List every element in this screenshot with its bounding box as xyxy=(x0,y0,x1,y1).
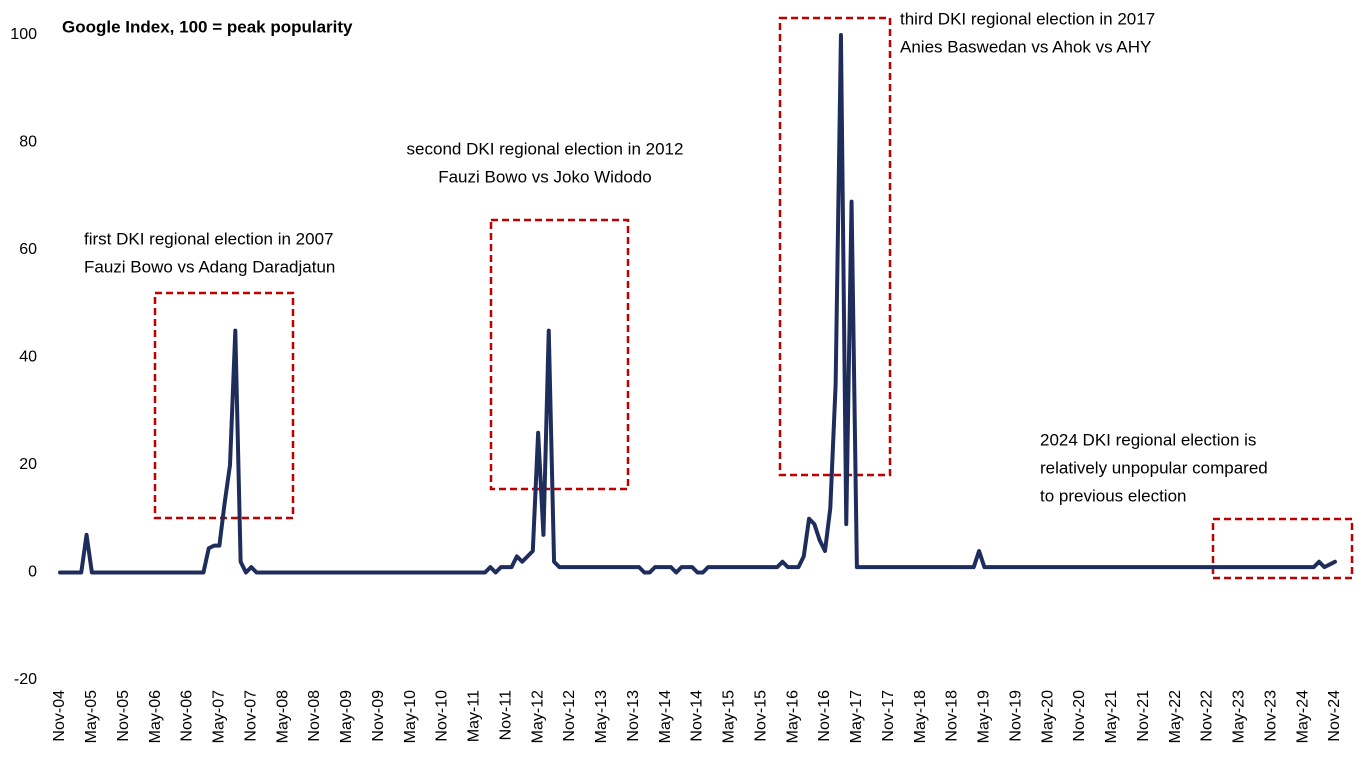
highlight-box xyxy=(153,291,295,520)
annotation: second DKI regional election in 2012 xyxy=(407,139,684,158)
x-tick-label: Nov-20 xyxy=(1071,690,1088,742)
x-tick-label: Nov-23 xyxy=(1262,690,1279,742)
x-tick-label: May-24 xyxy=(1294,690,1311,743)
annotation: relatively unpopular compared xyxy=(1040,458,1268,477)
x-tick-label: Nov-06 xyxy=(179,690,196,742)
x-tick-label: Nov-19 xyxy=(1007,690,1024,742)
x-tick-label: May-23 xyxy=(1231,690,1248,743)
x-tick-label: Nov-24 xyxy=(1326,690,1343,742)
annotation: 2024 DKI regional election is xyxy=(1040,430,1256,449)
x-tick-label: Nov-11 xyxy=(497,690,514,740)
data-line xyxy=(58,33,1337,575)
x-tick-label: May-21 xyxy=(1103,690,1120,743)
x-tick-label: May-17 xyxy=(848,690,865,743)
highlight-box xyxy=(778,16,892,477)
x-tick-label: Nov-15 xyxy=(752,690,769,742)
x-tick-label: Nov-04 xyxy=(51,690,68,742)
annotation: third DKI regional election in 2017 xyxy=(900,9,1155,28)
y-tick-label: 20 xyxy=(19,456,37,473)
x-tick-label: Nov-21 xyxy=(1135,690,1152,742)
y-tick-label: 80 xyxy=(19,134,37,151)
x-tick-label: Nov-18 xyxy=(944,690,961,742)
x-tick-label: May-16 xyxy=(784,690,801,743)
highlight-box xyxy=(489,218,630,491)
x-tick-label: May-11 xyxy=(466,690,483,742)
chart-title: Google Index, 100 = peak popularity xyxy=(62,17,353,36)
x-tick-label: Nov-16 xyxy=(816,690,833,742)
x-tick-label: May-18 xyxy=(912,690,929,743)
x-tick-label: May-14 xyxy=(657,690,674,743)
x-tick-label: May-20 xyxy=(1039,690,1056,743)
x-tick-label: May-22 xyxy=(1167,690,1184,743)
x-tick-label: Nov-07 xyxy=(242,690,259,742)
x-tick-label: Nov-22 xyxy=(1199,690,1216,742)
x-tick-label: Nov-09 xyxy=(370,690,387,742)
x-tick-label: Nov-12 xyxy=(561,690,578,742)
x-tick-label: Nov-13 xyxy=(625,690,642,742)
x-tick-label: Nov-05 xyxy=(115,690,132,742)
annotation: to previous election xyxy=(1040,486,1186,505)
x-tick-label: May-12 xyxy=(529,690,546,743)
x-tick-label: May-19 xyxy=(976,690,993,743)
x-tick-label: Nov-14 xyxy=(689,690,706,742)
x-tick-label: May-06 xyxy=(147,690,164,743)
y-tick-label: 40 xyxy=(19,349,37,366)
annotation: Anies Baswedan vs Ahok vs AHY xyxy=(900,37,1151,56)
x-tick-label: May-08 xyxy=(274,690,291,743)
x-tick-label: May-07 xyxy=(211,690,228,743)
x-tick-label: May-05 xyxy=(83,690,100,743)
y-tick-label: 0 xyxy=(28,564,37,581)
x-tick-label: May-15 xyxy=(721,690,738,743)
x-tick-label: Nov-10 xyxy=(434,690,451,742)
x-tick-label: May-13 xyxy=(593,690,610,743)
y-tick-label: -20 xyxy=(14,671,37,688)
annotation: Fauzi Bowo vs Joko Widodo xyxy=(438,167,652,186)
y-tick-label: 100 xyxy=(10,26,37,43)
x-tick-label: Nov-08 xyxy=(306,690,323,742)
x-tick-label: May-09 xyxy=(338,690,355,743)
x-tick-label: May-10 xyxy=(402,690,419,743)
x-tick-label: Nov-17 xyxy=(880,690,897,742)
annotation: Fauzi Bowo vs Adang Daradjatun xyxy=(84,257,335,276)
highlight-box xyxy=(1211,517,1354,580)
y-tick-label: 60 xyxy=(19,241,37,258)
annotation: first DKI regional election in 2007 xyxy=(84,229,333,248)
